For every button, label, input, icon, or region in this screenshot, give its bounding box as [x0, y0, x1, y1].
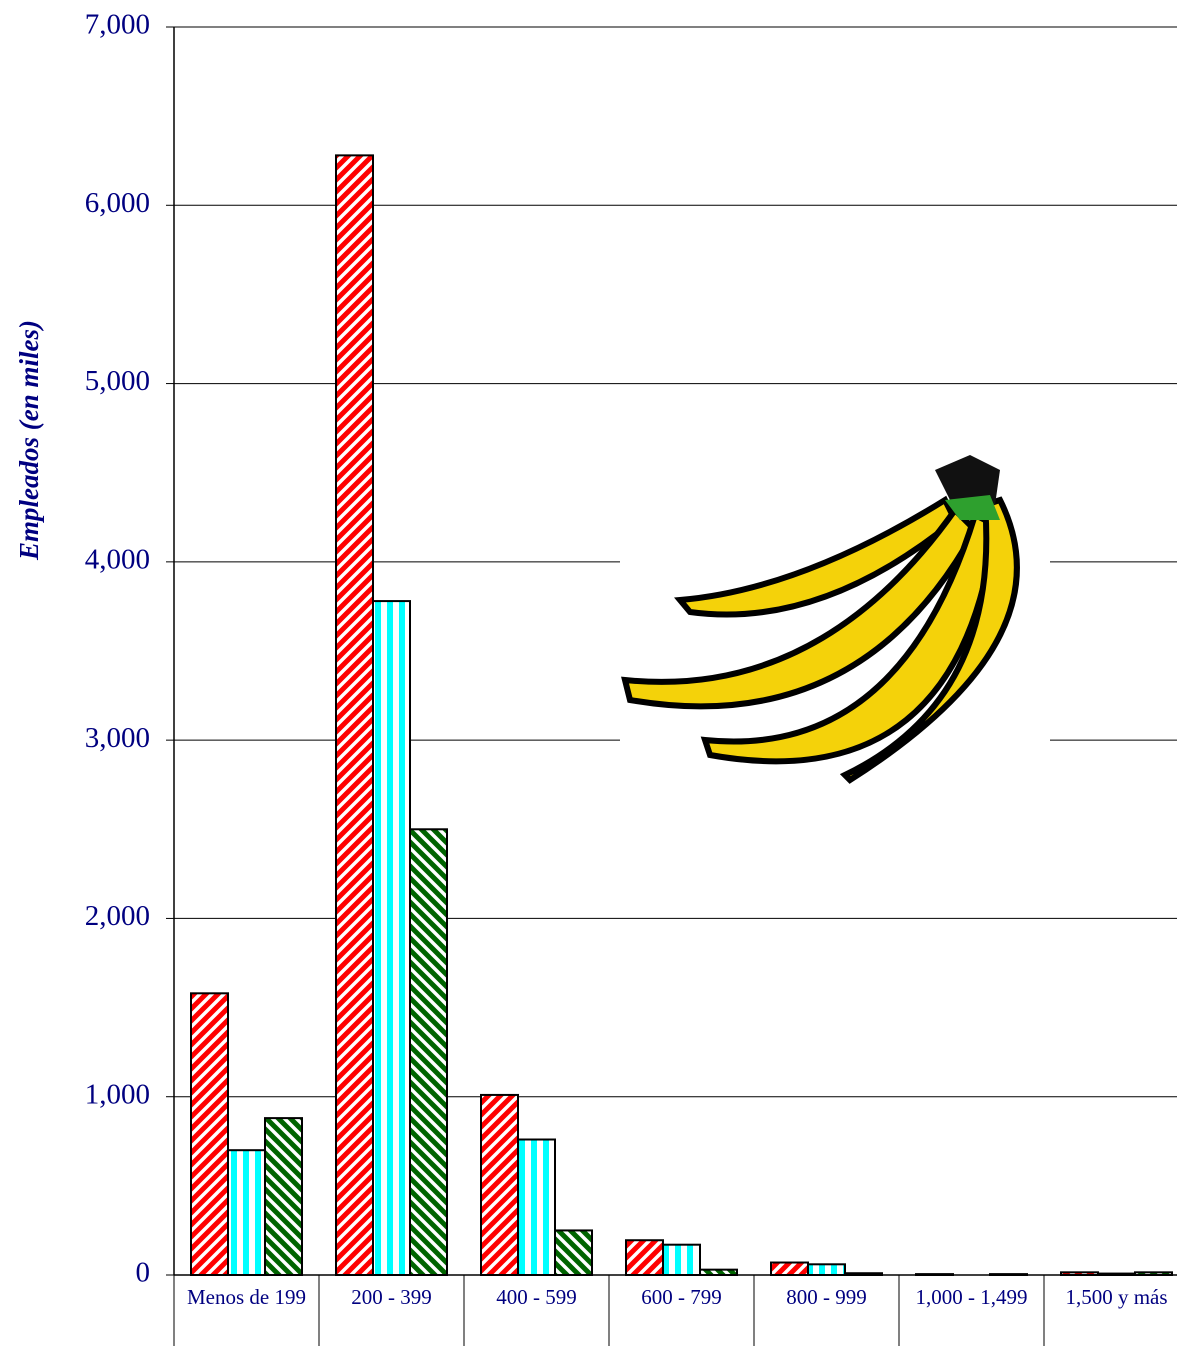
- bar: [518, 1140, 555, 1275]
- bar: [700, 1270, 737, 1275]
- bar: [228, 1150, 265, 1275]
- y-axis-label: Empleados (en miles): [14, 320, 44, 561]
- y-tick-label: 7,000: [85, 9, 150, 41]
- bar: [808, 1264, 845, 1275]
- bar: [481, 1095, 518, 1275]
- bar: [373, 601, 410, 1275]
- y-tick-label: 3,000: [85, 722, 150, 754]
- y-tick-label: 6,000: [85, 187, 150, 219]
- x-tick-label: 1,500 y más: [1044, 1282, 1177, 1312]
- banana-image: [620, 445, 1050, 790]
- x-tick-label: 600 - 799: [609, 1282, 754, 1312]
- x-tick-label: 200 - 399: [319, 1282, 464, 1312]
- x-tick-label: 1,000 - 1,499: [899, 1282, 1044, 1312]
- bar: [555, 1230, 592, 1275]
- y-tick-label: 0: [136, 1257, 151, 1289]
- y-tick-label: 2,000: [85, 900, 150, 932]
- bar: [663, 1245, 700, 1275]
- bar: [410, 829, 447, 1275]
- chart: 0 1,000 2,000 3,000 4,000 5,000 6,000 7,000 Emp…: [0, 0, 1177, 1346]
- y-tick-label: 5,000: [85, 365, 150, 397]
- bar: [626, 1240, 663, 1275]
- bar: [191, 993, 228, 1275]
- x-tick-label: 800 - 999: [754, 1282, 899, 1312]
- bar: [265, 1118, 302, 1275]
- x-tick-label: 400 - 599: [464, 1282, 609, 1312]
- page: 0 1,000 2,000 3,000 4,000 5,000 6,000 7,000 Emp…: [0, 0, 1177, 1346]
- y-tick-label: 1,000: [85, 1078, 150, 1110]
- x-tick-label: Menos de 199: [174, 1282, 319, 1312]
- y-tick-label: 4,000: [85, 544, 150, 576]
- bar: [336, 155, 373, 1275]
- bar: [771, 1263, 808, 1275]
